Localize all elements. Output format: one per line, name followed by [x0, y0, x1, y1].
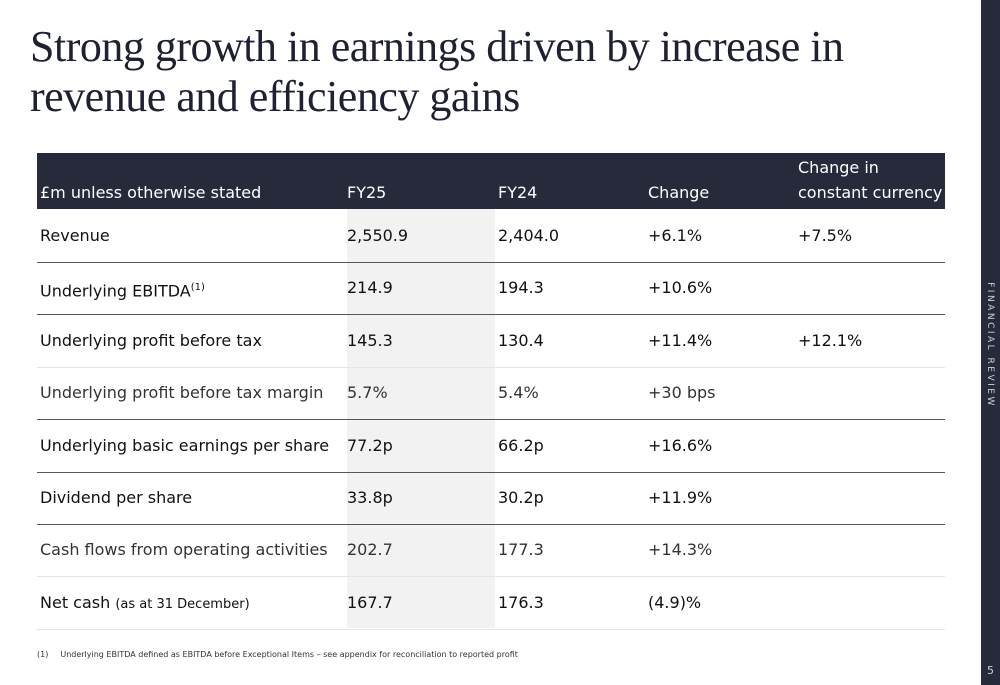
row-label: Underlying profit before tax margin	[40, 367, 323, 419]
page-title: Strong growth in earnings driven by incr…	[30, 22, 844, 121]
cell-change: +11.9%	[648, 488, 713, 507]
cell-fy25: 214.9	[347, 278, 393, 298]
cell-fy25: 2,550.9	[347, 226, 409, 245]
cell-fy25: 202.7	[347, 540, 393, 560]
cell-fy24: 194.3	[498, 278, 544, 298]
cell-fy25: 33.8p	[347, 488, 393, 507]
row-label-text: Revenue	[40, 226, 110, 245]
cell-fy24: 177.3	[498, 540, 544, 560]
row-divider	[37, 262, 945, 263]
cell-fy24: 176.3	[498, 592, 544, 612]
page-number: 5	[987, 664, 994, 677]
row-label: Cash flows from operating activities	[40, 524, 328, 576]
row-label-note: (as at 31 December)	[115, 596, 250, 612]
cell-change: +10.6%	[648, 278, 713, 298]
row-label: Revenue	[40, 210, 110, 262]
section-label: FINANCIAL REVIEW	[985, 282, 995, 408]
row-label: Underlying basic earnings per share	[40, 420, 329, 472]
row-divider	[37, 314, 945, 316]
section-sidebar	[981, 0, 1000, 685]
cell-fy25: 5.7%	[347, 383, 388, 403]
table-row: Underlying profit before tax 145.3 130.4 +1…	[37, 315, 945, 367]
cell-change: +30 bps	[648, 383, 716, 403]
header-cc-line1: Change in	[798, 158, 879, 177]
cell-fy25: 145.3	[347, 330, 393, 350]
table-row: Underlying EBITDA(1) 214.9 194.3 +10.6%	[37, 262, 945, 314]
table-row: Dividend per share 33.8p 30.2p +11.9%	[37, 472, 945, 524]
cell-fy25: 167.7	[347, 592, 393, 612]
header-constant-currency: Change in constant currency	[798, 155, 942, 205]
header-fy25: FY25	[347, 183, 387, 202]
cell-change: +14.3%	[648, 540, 713, 560]
row-divider	[37, 366, 945, 368]
footnote-ref: (1)	[190, 282, 205, 294]
row-divider	[37, 419, 945, 421]
header-label: £m unless otherwise stated	[40, 183, 262, 202]
cell-constant-currency: +7.5%	[798, 226, 853, 245]
row-label-text: Underlying EBITDA	[40, 281, 191, 301]
table-row: Cash flows from operating activities 202.…	[37, 524, 945, 576]
row-label-text: Dividend per share	[40, 488, 193, 507]
row-divider	[37, 576, 945, 578]
row-label: Underlying EBITDA(1)	[40, 262, 205, 317]
footnote-text: Underlying EBITDA defined as EBITDA befo…	[60, 650, 518, 659]
cell-constant-currency: +12.1%	[798, 330, 863, 350]
table-row: Revenue 2,550.9 2,404.0 +6.1% +7.5%	[37, 210, 945, 262]
table-header: £m unless otherwise stated FY25 FY24 Cha…	[37, 153, 945, 209]
row-divider	[37, 524, 945, 525]
footnote: (1) Underlying EBITDA defined as EBITDA b…	[37, 650, 518, 659]
row-label: Dividend per share	[40, 472, 192, 524]
table-row: Net cash (as at 31 December) 167.7 176.3 (4…	[37, 577, 945, 629]
cell-fy24: 5.4%	[498, 383, 539, 403]
row-label-text: Underlying profit before tax	[40, 330, 262, 350]
footnote-marker: (1)	[37, 650, 49, 659]
row-label: Net cash (as at 31 December)	[40, 577, 250, 631]
header-fy24: FY24	[498, 183, 538, 202]
row-divider	[37, 628, 945, 630]
header-cc-line2: constant currency	[798, 183, 943, 202]
table-row: Underlying basic earnings per share 77.2p…	[37, 420, 945, 472]
fy25-column-highlight	[347, 209, 495, 628]
cell-change: +16.6%	[648, 435, 713, 455]
header-change: Change	[648, 183, 710, 202]
cell-fy25: 77.2p	[347, 435, 393, 455]
row-label-text: Cash flows from operating activities	[40, 540, 328, 560]
cell-fy24: 130.4	[498, 330, 544, 350]
row-label: Underlying profit before tax	[40, 315, 262, 367]
cell-change: (4.9)%	[648, 592, 702, 612]
row-label-text: Underlying profit before tax margin	[40, 383, 324, 403]
cell-change: +11.4%	[648, 330, 713, 350]
cell-change: +6.1%	[648, 226, 703, 245]
row-label-text: Underlying basic earnings per share	[40, 435, 330, 455]
cell-fy24: 30.2p	[498, 488, 544, 507]
cell-fy24: 66.2p	[498, 435, 544, 455]
row-label-text: Net cash	[40, 592, 111, 612]
cell-fy24: 2,404.0	[498, 226, 560, 245]
row-divider	[37, 471, 945, 473]
table-row: Underlying profit before tax margin 5.7% 5…	[37, 367, 945, 419]
